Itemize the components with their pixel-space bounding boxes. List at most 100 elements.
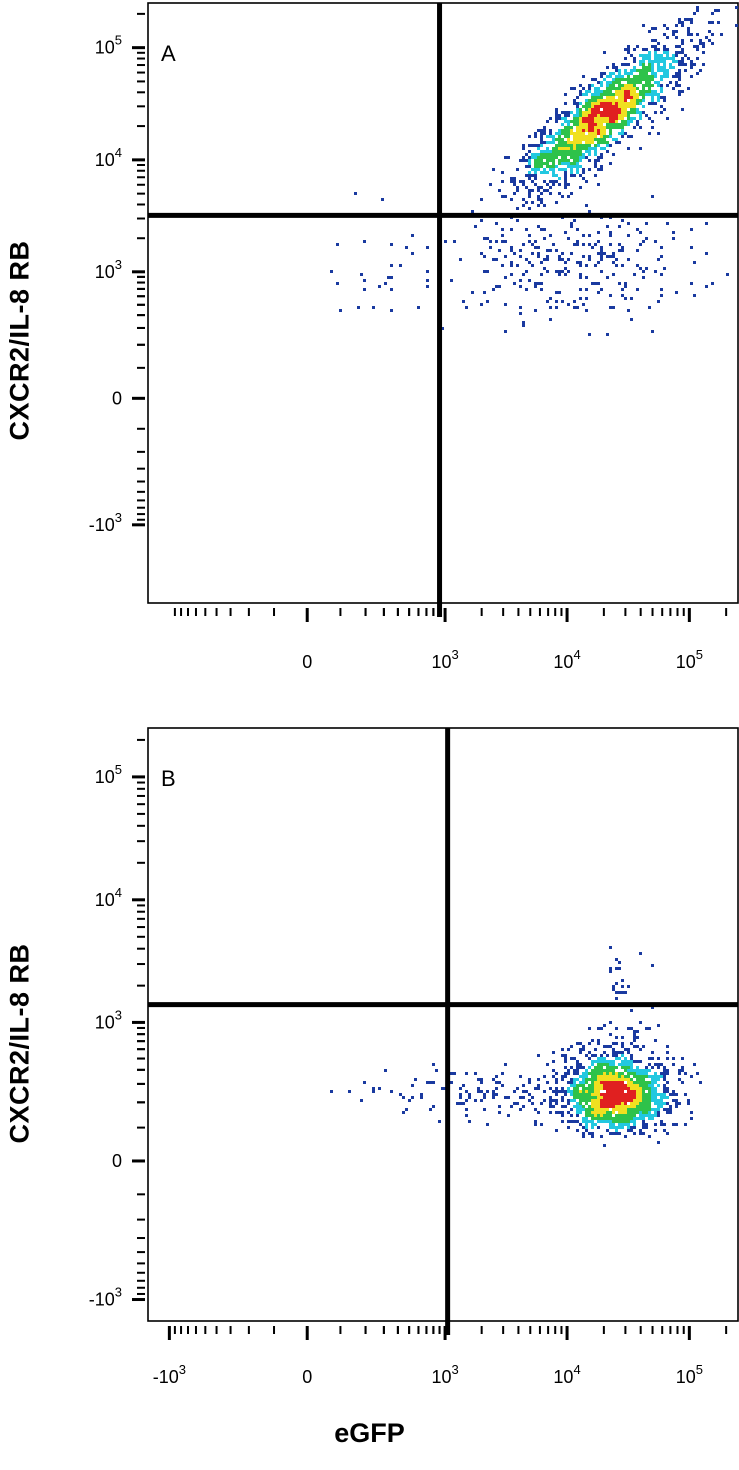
event-dot [372,1087,375,1090]
event-dot [645,57,648,60]
event-dot [588,99,591,102]
event-dot [612,1072,615,1075]
event-dot [633,69,636,72]
event-dot [501,180,504,183]
event-dot [657,96,660,99]
event-dot [501,240,504,243]
event-dot [573,306,576,309]
event-dot [654,111,657,114]
event-dot [621,1072,624,1075]
event-dot [588,117,591,120]
event-dot [603,51,606,54]
event-dot [534,168,537,171]
event-dot [597,111,600,114]
event-dot [708,30,711,33]
event-dot [363,279,366,282]
event-dot [660,294,663,297]
event-dot [591,114,594,117]
event-dot [552,1105,555,1108]
event-dot [552,147,555,150]
event-dot [558,138,561,141]
event-dot [630,78,633,81]
event-dot [510,177,513,180]
event-dot [600,1114,603,1117]
event-dot [570,129,573,132]
event-dot [639,126,642,129]
event-dot [618,1051,621,1054]
event-dot [672,30,675,33]
event-dot [363,288,366,291]
event-dot [618,93,621,96]
event-dot [609,1021,612,1024]
event-dot [603,1081,606,1084]
event-dot [603,1111,606,1114]
event-dot [588,150,591,153]
event-dot [636,99,639,102]
event-dot [576,153,579,156]
event-dot [519,1096,522,1099]
event-dot [564,141,567,144]
event-dot [615,1105,618,1108]
event-dot [522,204,525,207]
event-dot [411,234,414,237]
event-dot [534,132,537,135]
event-dot [600,138,603,141]
event-dot [570,153,573,156]
event-dot [558,141,561,144]
event-dot [483,1093,486,1096]
event-dot [630,1054,633,1057]
event-dot [567,123,570,126]
event-dot [582,120,585,123]
event-dot [615,1132,618,1135]
event-dot [681,21,684,24]
event-dot [621,985,624,988]
event-dot [429,1081,432,1084]
event-dot [660,96,663,99]
event-dot [648,69,651,72]
event-dot [606,1063,609,1066]
event-dot [612,273,615,276]
event-dot [654,1087,657,1090]
event-dot [522,243,525,246]
event-dot [636,1087,639,1090]
event-dot [627,1069,630,1072]
event-dot [612,1120,615,1123]
event-dot [570,192,573,195]
event-dot [609,126,612,129]
event-dot [534,144,537,147]
event-dot [639,60,642,63]
event-dot [588,1066,591,1069]
event-dot [609,946,612,949]
event-dot [594,1093,597,1096]
event-dot [504,303,507,306]
event-dot [564,129,567,132]
event-dot [636,288,639,291]
event-dot [522,1090,525,1093]
event-dot [591,84,594,87]
event-dot [621,1045,624,1048]
event-dot [588,123,591,126]
event-dot [597,231,600,234]
event-dot [618,967,621,970]
event-dot [576,111,579,114]
event-dot [561,138,564,141]
event-dot [642,1096,645,1099]
event-dot [543,141,546,144]
event-dot [582,123,585,126]
event-dot [555,1087,558,1090]
event-dot [651,1087,654,1090]
event-dot [609,1084,612,1087]
event-dot [699,69,702,72]
event-dot [657,69,660,72]
event-dot [600,132,603,135]
event-dot [678,1078,681,1081]
event-dot [579,117,582,120]
event-dot [612,78,615,81]
event-dot [528,144,531,147]
event-dot [540,138,543,141]
event-dot [603,120,606,123]
event-dot [585,276,588,279]
event-dot [639,1105,642,1108]
event-dot [618,132,621,135]
event-dot [600,102,603,105]
